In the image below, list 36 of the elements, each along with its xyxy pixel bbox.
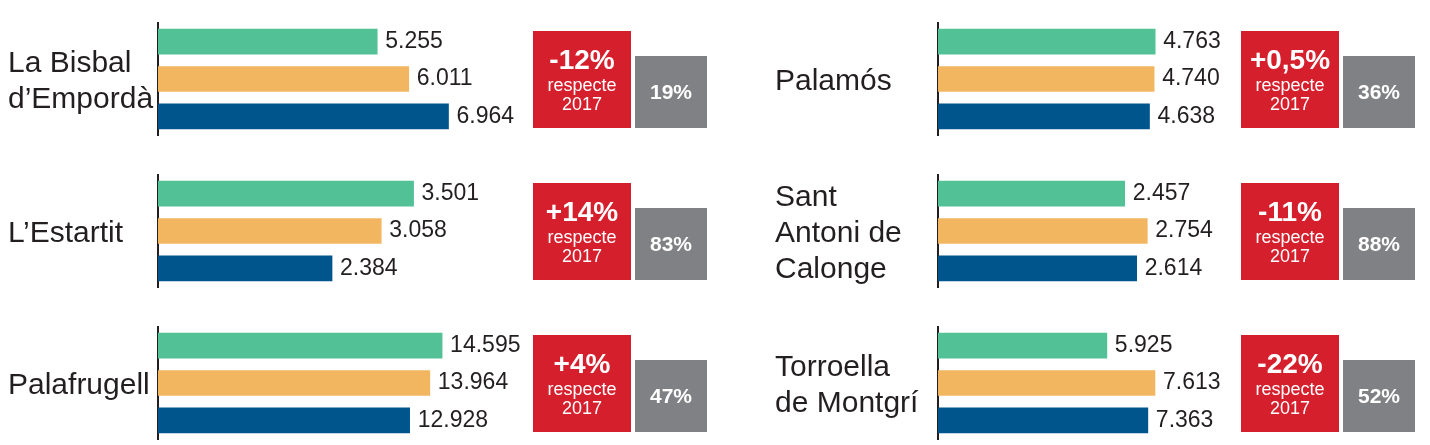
callout-box: +0,5% respecte 2017 xyxy=(1241,31,1339,128)
tag-box: 36% xyxy=(1343,56,1415,128)
text: Sant Antoni de Calonge xyxy=(775,178,902,284)
data-label: 14.595 xyxy=(450,331,521,358)
tag-box: 52% xyxy=(1343,360,1415,432)
data-label: 3.501 xyxy=(421,179,480,206)
data-label: 6.964 xyxy=(456,101,515,128)
data-label: 2.754 xyxy=(1155,216,1214,243)
tag-box: 19% xyxy=(635,56,707,128)
callout-box: -12% respecte 2017 xyxy=(533,31,631,128)
text: Torroella de Montgrí xyxy=(775,348,919,418)
tag-box: 88% xyxy=(1343,208,1415,280)
text: La Bisbal d’Empordà xyxy=(8,44,154,114)
data-label: 4.763 xyxy=(1163,27,1221,54)
data-label: 3.058 xyxy=(389,216,447,243)
callout-box: -22% respecte 2017 xyxy=(1241,335,1339,432)
data-label: 5.925 xyxy=(1114,331,1173,358)
data-label: 5.255 xyxy=(385,27,443,54)
data-label: 2.457 xyxy=(1132,179,1191,206)
data-label: 7.363 xyxy=(1155,405,1214,432)
data-label: 2.614 xyxy=(1144,253,1203,280)
data-label: 4.638 xyxy=(1157,101,1216,128)
data-label: 2.384 xyxy=(340,253,398,280)
text: L’Estartit xyxy=(8,214,124,248)
data-label: 4.740 xyxy=(1162,64,1220,91)
text: Palafrugell xyxy=(8,366,150,400)
data-label: 6.011 xyxy=(416,64,473,91)
data-label: 12.928 xyxy=(417,405,489,432)
tag-box: 47% xyxy=(635,360,707,432)
callout-box: +14% respecte 2017 xyxy=(533,183,631,280)
callout-box: +4% respecte 2017 xyxy=(533,335,631,432)
text: Palamós xyxy=(775,62,892,96)
data-label: 7.613 xyxy=(1162,368,1221,395)
data-label: 13.964 xyxy=(437,368,509,395)
callout-box: -11% respecte 2017 xyxy=(1241,183,1339,280)
tag-box: 83% xyxy=(635,208,707,280)
